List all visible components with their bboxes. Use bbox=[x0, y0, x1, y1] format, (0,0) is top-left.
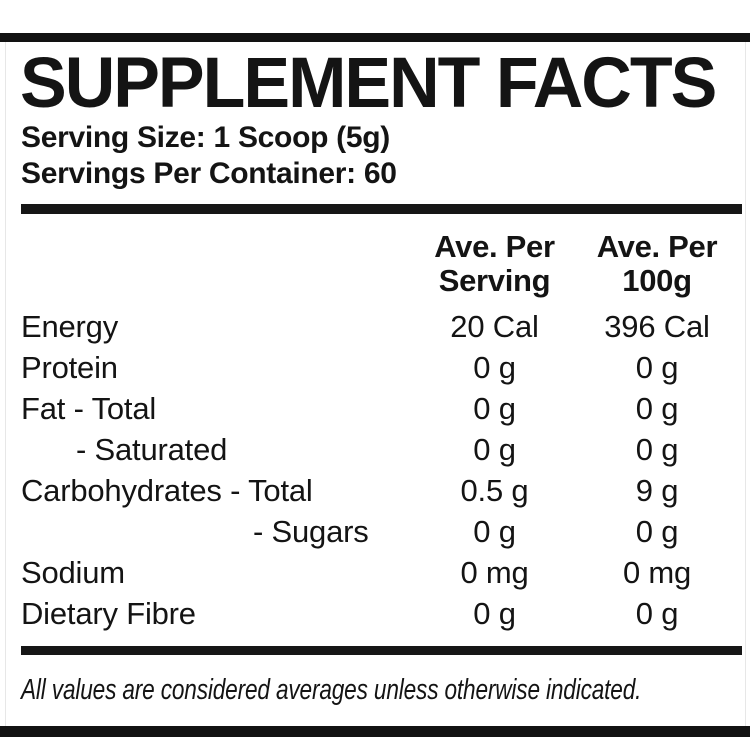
serving-size-text: Serving Size: 1 Scoop (5g) bbox=[21, 121, 390, 154]
label-title: SUPPLEMENT FACTS bbox=[20, 42, 717, 123]
value-per-100g: 0 g bbox=[635, 513, 679, 549]
nutrient-row-protein: Protein 0 g 0 g bbox=[21, 347, 742, 388]
nutrient-label: Fat - Total bbox=[21, 390, 157, 426]
nutrient-label: Protein bbox=[21, 349, 118, 385]
nutrient-row-fat-total: Fat - Total 0 g 0 g bbox=[21, 388, 742, 429]
divider-rule-top bbox=[21, 204, 742, 214]
value-per-serving: 20 Cal bbox=[450, 308, 539, 344]
nutrient-label: Dietary Fibre bbox=[21, 595, 196, 631]
value-per-serving: 0.5 g bbox=[460, 472, 529, 508]
top-border-bar bbox=[0, 33, 750, 42]
nutrient-row-sodium: Sodium 0 mg 0 mg bbox=[21, 552, 742, 593]
value-per-serving: 0 g bbox=[473, 595, 516, 631]
nutrition-table: Ave. Per Serving Ave. Per 100g Energy 20… bbox=[21, 230, 742, 634]
value-per-100g: 396 Cal bbox=[604, 308, 710, 344]
value-per-100g: 0 g bbox=[635, 349, 679, 385]
value-per-100g: 0 g bbox=[635, 390, 679, 426]
label-content: SUPPLEMENT FACTS Serving Size: 1 Scoop (… bbox=[20, 42, 742, 707]
column-header-line: Serving bbox=[438, 263, 551, 298]
value-per-serving: 0 g bbox=[473, 349, 516, 385]
left-edge-line bbox=[5, 42, 6, 737]
nutrient-row-carbohydrates-total: Carbohydrates - Total 0.5 g 9 g bbox=[21, 470, 742, 511]
value-per-100g: 0 g bbox=[635, 431, 679, 467]
column-header-line: 100g bbox=[622, 263, 692, 298]
nutrient-row-sugars: - Sugars 0 g 0 g bbox=[21, 511, 742, 552]
right-edge-line bbox=[745, 42, 746, 737]
nutrient-row-fat-saturated: - Saturated 0 g 0 g bbox=[21, 429, 742, 470]
nutrient-label: Sodium bbox=[21, 554, 125, 590]
nutrient-label: - Saturated bbox=[76, 431, 228, 467]
nutrient-row-dietary-fibre: Dietary Fibre 0 g 0 g bbox=[21, 593, 742, 634]
table-body: Energy 20 Cal 396 Cal Protein 0 g 0 g Fa… bbox=[21, 306, 742, 634]
column-header-per-100g: Ave. Per 100g bbox=[572, 230, 742, 298]
column-header-line: Ave. Per bbox=[596, 229, 718, 264]
nutrient-label: - Sugars bbox=[253, 513, 369, 549]
column-header-per-serving: Ave. Per Serving bbox=[417, 230, 572, 298]
servings-per-container-text: Servings Per Container: 60 bbox=[21, 157, 397, 190]
value-per-100g: 0 g bbox=[635, 595, 679, 631]
nutrient-label: Carbohydrates - Total bbox=[21, 472, 313, 508]
bottom-border-bar bbox=[0, 726, 750, 737]
value-per-100g: 0 mg bbox=[622, 554, 692, 590]
value-per-serving: 0 mg bbox=[460, 554, 529, 590]
nutrient-label: Energy bbox=[21, 308, 119, 344]
nutrient-row-energy: Energy 20 Cal 396 Cal bbox=[21, 306, 742, 347]
value-per-100g: 9 g bbox=[635, 472, 679, 508]
table-header-row: Ave. Per Serving Ave. Per 100g bbox=[21, 230, 742, 298]
value-per-serving: 0 g bbox=[473, 431, 516, 467]
value-per-serving: 0 g bbox=[473, 513, 516, 549]
divider-rule-bottom bbox=[21, 646, 742, 655]
footnote-text: All values are considered averages unles… bbox=[21, 674, 642, 706]
value-per-serving: 0 g bbox=[473, 390, 516, 426]
column-header-line: Ave. Per bbox=[434, 229, 555, 264]
